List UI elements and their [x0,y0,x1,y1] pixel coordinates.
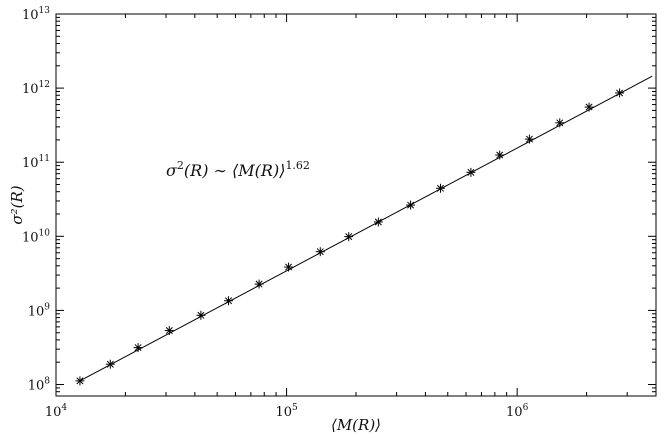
data-point-stroke [285,263,293,271]
data-point-stroke [76,377,84,385]
plot-area [55,13,657,397]
y-tick-label: 1010 [22,228,50,245]
data-point-stroke [374,218,382,226]
data-point [133,343,143,353]
data-point [196,310,206,320]
annotation-exp: 1.62 [285,159,310,172]
data-point [75,376,85,386]
data-point [435,183,445,193]
data-point-stroke [407,201,415,209]
x-tick-label: 105 [275,403,298,420]
data-point-stroke [556,119,564,127]
data-point [555,118,565,128]
data-point-stroke [197,311,205,319]
y-axis-title: σ²(R) [8,185,26,224]
data-point [224,296,234,306]
data-point-stroke [496,151,504,159]
data-point [406,200,416,210]
data-point [105,359,115,369]
data-point-stroke [616,89,624,97]
data-point-stroke [525,135,533,143]
annotation: σ2(R) ∼ ⟨M(R)⟩1.62 [166,159,310,180]
data-point [584,102,594,112]
data-point-stroke [106,360,114,368]
data-point-stroke [165,327,173,335]
data-point-stroke [585,103,593,111]
data-point-stroke [225,297,233,305]
data-point-stroke [436,184,444,192]
y-tick-label: 1013 [22,6,50,23]
data-point [466,167,476,177]
data-point-stroke [345,233,353,241]
annotation-base-exp: 2 [177,159,184,172]
axis-ticks [55,13,656,396]
data-markers [75,88,625,386]
data-point-stroke [134,344,142,352]
x-tick-label: 106 [506,403,529,420]
y-tick-label: 1012 [22,80,50,97]
y-tick-label: 1011 [22,154,50,171]
annotation-base: σ [166,161,178,180]
data-point [344,232,354,242]
data-point [315,247,325,257]
data-point [615,88,625,98]
x-axis-title: ⟨M(R)⟩ [331,416,381,434]
data-point-stroke [255,280,263,288]
data-point [524,134,534,144]
y-tick-label: 108 [28,377,51,394]
data-point [254,279,264,289]
data-point-stroke [316,248,324,256]
data-point [164,326,174,336]
data-point [284,262,294,272]
data-point [495,150,505,160]
tick-labels: 104 105 106 108 109 1010 1011 1012 1013 [22,6,529,420]
annotation-mid: (R) ∼ ⟨M(R)⟩ [184,161,286,180]
data-point-stroke [467,168,475,176]
data-point [373,217,383,227]
x-tick-label: 104 [45,403,68,420]
fit-line [79,75,653,382]
y-tick-label: 109 [28,302,51,319]
